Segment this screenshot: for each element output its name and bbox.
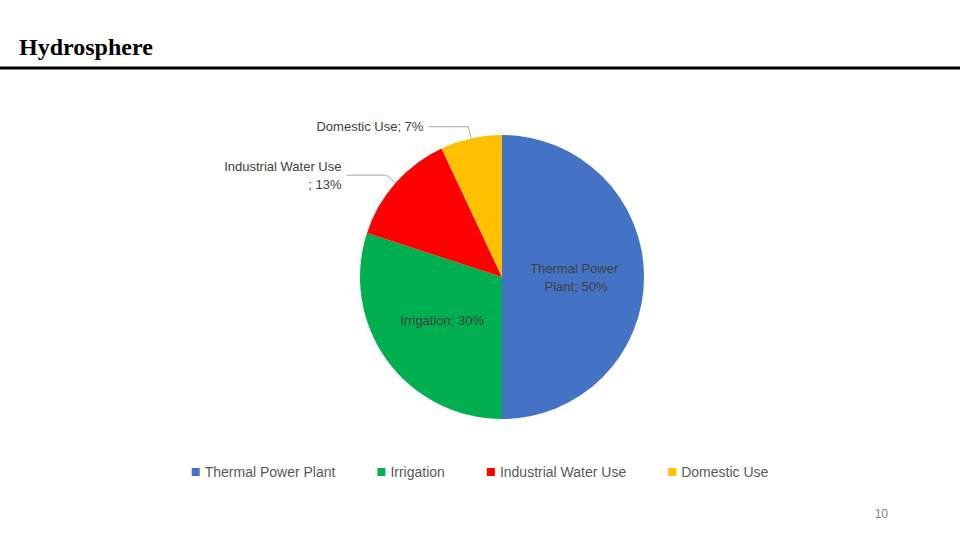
svg-text:Domestic Use: Domestic Use xyxy=(681,464,768,480)
svg-text:Domestic Use; 7%: Domestic Use; 7% xyxy=(316,119,423,134)
svg-text:Industrial Water Use: Industrial Water Use xyxy=(500,464,627,480)
svg-text:10: 10 xyxy=(875,507,889,521)
svg-text:Industrial Water Use: Industrial Water Use xyxy=(224,159,341,174)
svg-text:Thermal Power Plant: Thermal Power Plant xyxy=(205,464,336,480)
svg-text:Plant; 50%: Plant; 50% xyxy=(545,279,608,294)
svg-text:Irrigation: Irrigation xyxy=(390,464,444,480)
svg-text:Thermal Power: Thermal Power xyxy=(530,261,622,276)
svg-text:; 13%: ; 13% xyxy=(308,177,342,192)
svg-text:Hydrosphere: Hydrosphere xyxy=(19,34,153,60)
svg-text:Irrigation; 30%: Irrigation; 30% xyxy=(400,313,484,328)
